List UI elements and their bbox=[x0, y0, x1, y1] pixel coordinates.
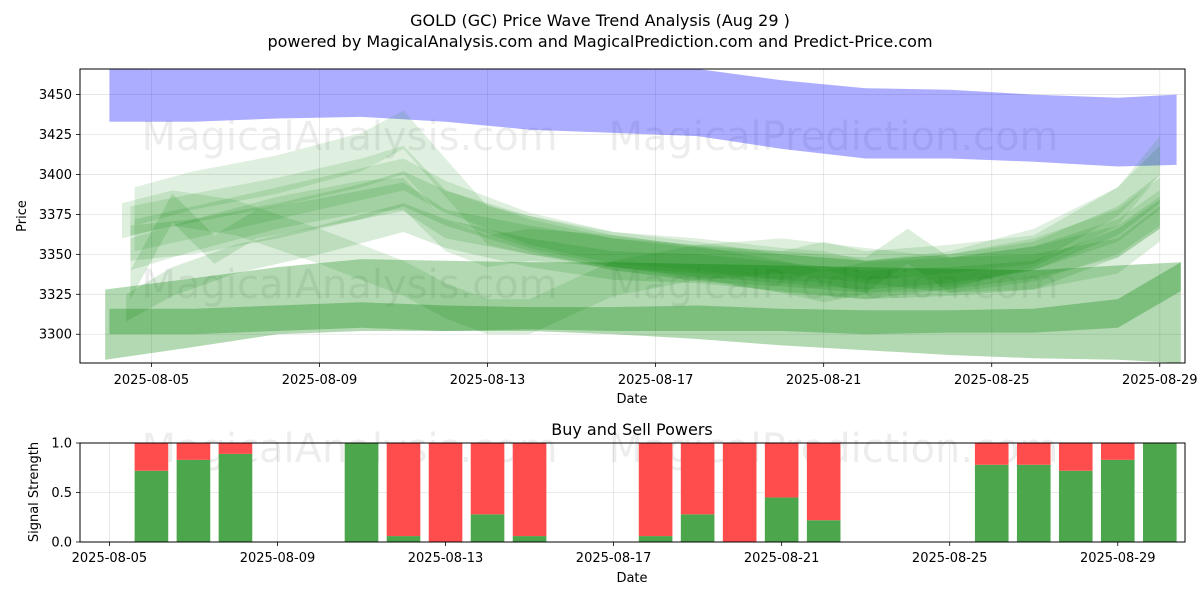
green-wave-5-band bbox=[122, 190, 1160, 335]
bottom-x-tick-label: 2025-08-21 bbox=[744, 551, 820, 566]
price-wave-panel: MagicalAnalysis.com MagicalPrediction.co… bbox=[15, 68, 1198, 407]
top-y-tick-label: 3300 bbox=[39, 328, 72, 343]
green-long-2-band bbox=[109, 262, 1181, 335]
top-plot-frame bbox=[79, 68, 1186, 364]
sell-bar bbox=[1016, 443, 1051, 465]
top-x-tick-label: 2025-08-29 bbox=[1122, 373, 1198, 388]
top-y-tick-label: 3400 bbox=[39, 168, 72, 183]
buy-bar bbox=[386, 536, 421, 542]
buy-bar bbox=[1142, 443, 1177, 542]
bottom-watermark: MagicalAnalysis.com MagicalPrediction.co… bbox=[142, 426, 1059, 472]
buy-bar bbox=[764, 497, 799, 542]
top-x-tick-label: 2025-08-09 bbox=[282, 373, 358, 388]
green-long-1-band bbox=[105, 259, 1181, 363]
top-x-tick-label: 2025-08-25 bbox=[954, 373, 1030, 388]
watermark-text: MagicalAnalysis.com MagicalPrediction.co… bbox=[142, 426, 1059, 472]
top-y-tick-label: 3425 bbox=[39, 128, 72, 143]
bottom-x-tick-label: 2025-08-13 bbox=[408, 551, 484, 566]
green-wave-8-band bbox=[130, 171, 1160, 293]
bottom-x-tick-label: 2025-08-09 bbox=[240, 551, 316, 566]
bottom-x-tick-label: 2025-08-25 bbox=[912, 551, 988, 566]
bottom-x-tick-label: 2025-08-29 bbox=[1080, 551, 1156, 566]
bottom-y-tick-label: 0.0 bbox=[51, 536, 72, 551]
top-y-tick-label: 3325 bbox=[39, 288, 72, 303]
buy-bar bbox=[1016, 464, 1051, 542]
green-wave-4-band bbox=[126, 200, 1160, 322]
bottom-xlabel: Date bbox=[616, 571, 647, 586]
sell-bar bbox=[176, 443, 211, 460]
buy-bar bbox=[344, 443, 379, 542]
watermark-text: MagicalAnalysis.com MagicalPrediction.co… bbox=[142, 262, 1059, 308]
bottom-plot-frame bbox=[79, 442, 1186, 543]
sell-bar bbox=[764, 443, 799, 498]
buy-bar bbox=[1100, 459, 1135, 542]
sell-bar bbox=[470, 443, 505, 515]
buy-bar bbox=[176, 459, 211, 542]
sell-bar bbox=[806, 443, 841, 521]
top-ticks: 2025-08-05 2025-08-09 2025-08-13 2025-08-17… bbox=[39, 88, 1198, 388]
sell-bar bbox=[680, 443, 715, 515]
buy-bar bbox=[806, 520, 841, 542]
sell-bar bbox=[134, 443, 169, 471]
sell-bar bbox=[722, 443, 757, 542]
green-wave-7-band bbox=[134, 110, 1160, 300]
sell-bar bbox=[1100, 443, 1135, 460]
buy-bar bbox=[134, 470, 169, 542]
sell-bar bbox=[218, 443, 253, 454]
sell-bar bbox=[638, 443, 673, 537]
watermark-text: MagicalAnalysis.com MagicalPrediction.co… bbox=[142, 114, 1059, 160]
top-x-tick-label: 2025-08-17 bbox=[618, 373, 694, 388]
sell-bar bbox=[428, 443, 463, 542]
buy-bar bbox=[470, 514, 505, 542]
top-grid bbox=[80, 69, 1185, 363]
bottom-x-tick-label: 2025-08-05 bbox=[72, 551, 148, 566]
blue-trend-band bbox=[109, 69, 1177, 167]
buy-bar bbox=[974, 464, 1009, 542]
sell-bar bbox=[1058, 443, 1093, 471]
sell-bar bbox=[386, 443, 421, 537]
signal-bars bbox=[134, 443, 1177, 542]
green-wave-3-band bbox=[130, 177, 1160, 303]
chart-subtitle: powered by MagicalAnalysis.com and Magic… bbox=[267, 32, 932, 51]
green-wave-6-band bbox=[130, 174, 1160, 300]
top-xlabel: Date bbox=[616, 392, 647, 407]
buy-bar bbox=[512, 536, 547, 542]
buy-bar bbox=[218, 453, 253, 542]
bottom-ticks: 2025-08-05 2025-08-09 2025-08-13 2025-08-17… bbox=[51, 437, 1155, 567]
buy-bar bbox=[638, 536, 673, 542]
top-y-tick-label: 3375 bbox=[39, 208, 72, 223]
bottom-y-tick-label: 1.0 bbox=[51, 437, 72, 452]
buy-bar bbox=[680, 514, 715, 542]
top-x-tick-label: 2025-08-05 bbox=[114, 373, 190, 388]
top-x-tick-label: 2025-08-13 bbox=[450, 373, 526, 388]
chart-title: GOLD (GC) Price Wave Trend Analysis (Aug… bbox=[410, 11, 790, 30]
top-x-tick-label: 2025-08-21 bbox=[786, 373, 862, 388]
buy-sell-panel: Buy and Sell Powers MagicalAnalysis.com … bbox=[27, 420, 1186, 586]
top-y-tick-label: 3350 bbox=[39, 248, 72, 263]
bottom-y-tick-label: 0.5 bbox=[51, 486, 72, 501]
sell-bar bbox=[974, 443, 1009, 465]
green-wave-1-band bbox=[130, 145, 1160, 280]
bottom-x-tick-label: 2025-08-17 bbox=[576, 551, 652, 566]
top-ylabel: Price bbox=[15, 200, 30, 232]
bottom-ylabel: Signal Strength bbox=[27, 442, 42, 542]
buy-bar bbox=[1058, 470, 1093, 542]
top-watermark: MagicalAnalysis.com MagicalPrediction.co… bbox=[142, 114, 1059, 308]
bottom-title: Buy and Sell Powers bbox=[551, 420, 713, 439]
green-wave-2-band bbox=[134, 158, 1160, 293]
sell-bar bbox=[512, 443, 547, 537]
price-bands bbox=[105, 69, 1181, 363]
top-y-tick-label: 3450 bbox=[39, 88, 72, 103]
